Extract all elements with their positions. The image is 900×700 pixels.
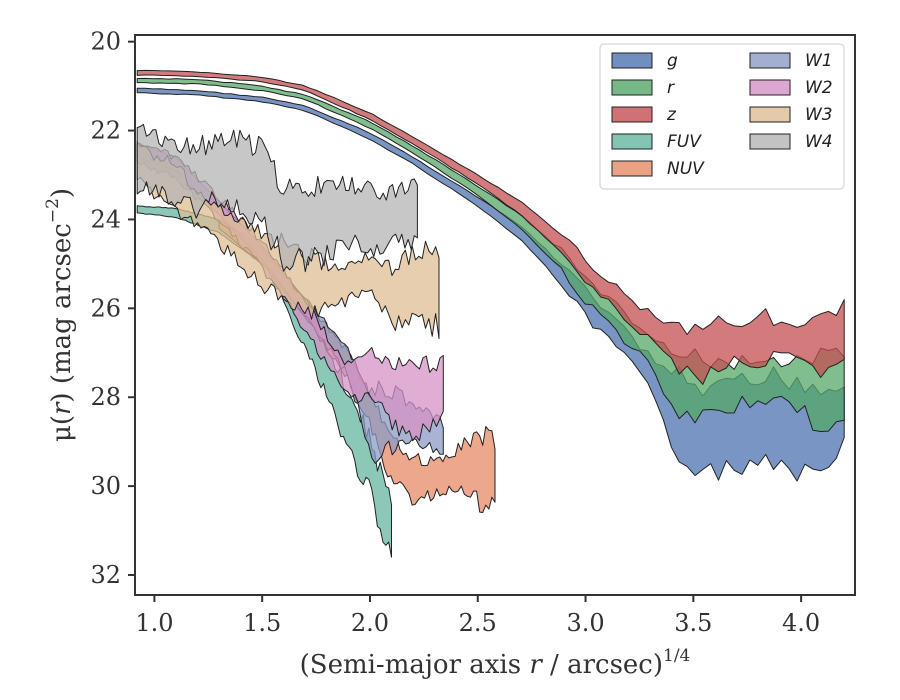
x-tick-label: 3.5 [674, 609, 712, 637]
legend-swatch-r [611, 79, 653, 96]
legend-swatch-w4 [749, 133, 791, 150]
y-axis-label-close: ) [47, 188, 77, 198]
y-tick-label: 26 [90, 294, 121, 322]
series-area-w3 [136, 140, 440, 340]
legend-swatch-z [611, 106, 653, 123]
y-tick-label: 22 [90, 117, 121, 145]
y-axis-label-main: μ( [47, 415, 77, 442]
x-axis-label: (Semi-major axis r / arcsec)1/4 [300, 646, 691, 680]
y-tick-label: 30 [90, 472, 121, 500]
legend-label-nuv: NUV [667, 159, 705, 179]
legend-swatch-w2 [749, 79, 791, 96]
legend-swatch-w1 [749, 52, 791, 69]
legend-swatch-fuv [611, 133, 653, 150]
legend-swatch-nuv [611, 160, 653, 177]
legend-swatch-g [611, 52, 653, 69]
x-axis-ticks: 1.0 1.5 2.0 2.5 3.0 3.5 4.0 [135, 595, 820, 637]
series-area-w4 [136, 123, 418, 273]
x-axis-label-tail: / arcsec) [542, 650, 663, 680]
legend-label-r: r [667, 78, 675, 98]
x-axis-label-sup: 1/4 [663, 646, 690, 666]
series-areas [136, 69, 845, 558]
legend-label-w3: W3 [805, 105, 833, 125]
x-tick-label: 4.0 [782, 609, 820, 637]
y-tick-label: 20 [90, 28, 121, 56]
series-area-r [136, 77, 845, 432]
legend-label-w4: W4 [805, 132, 833, 152]
legend-swatch-w3 [749, 106, 791, 123]
y-axis-label-sup: −2 [43, 198, 63, 223]
legend-label-w1: W1 [805, 51, 833, 71]
x-tick-label: 2.5 [459, 609, 497, 637]
legend: grz FUV NUV W1 W2 W3 W4 [599, 43, 845, 190]
y-axis-label-var: r [47, 401, 77, 415]
y-tick-label: 24 [90, 205, 121, 233]
plot-frame [134, 34, 856, 596]
legend-label-z: z [666, 105, 677, 125]
y-axis-label-tail: ) (mag arcsec [47, 223, 77, 402]
y-axis-label: μ(r) (mag arcsec−2) [43, 188, 77, 442]
legend-label-g: g [667, 51, 678, 71]
legend-label-fuv: FUV [667, 132, 702, 152]
legend-label-w2: W2 [805, 78, 833, 98]
y-tick-label: 28 [90, 383, 121, 411]
y-tick-label: 32 [90, 561, 121, 589]
x-tick-label: 3.0 [566, 609, 604, 637]
x-axis-label-var: r [529, 650, 543, 680]
x-tick-label: 1.5 [243, 609, 281, 637]
x-tick-label: 1.0 [135, 609, 173, 637]
x-axis-label-main: (Semi-major axis [300, 650, 530, 680]
y-axis-ticks: 20 22 24 26 28 30 32 [90, 28, 135, 589]
x-tick-label: 2.0 [351, 609, 389, 637]
series-area-z [136, 69, 845, 385]
